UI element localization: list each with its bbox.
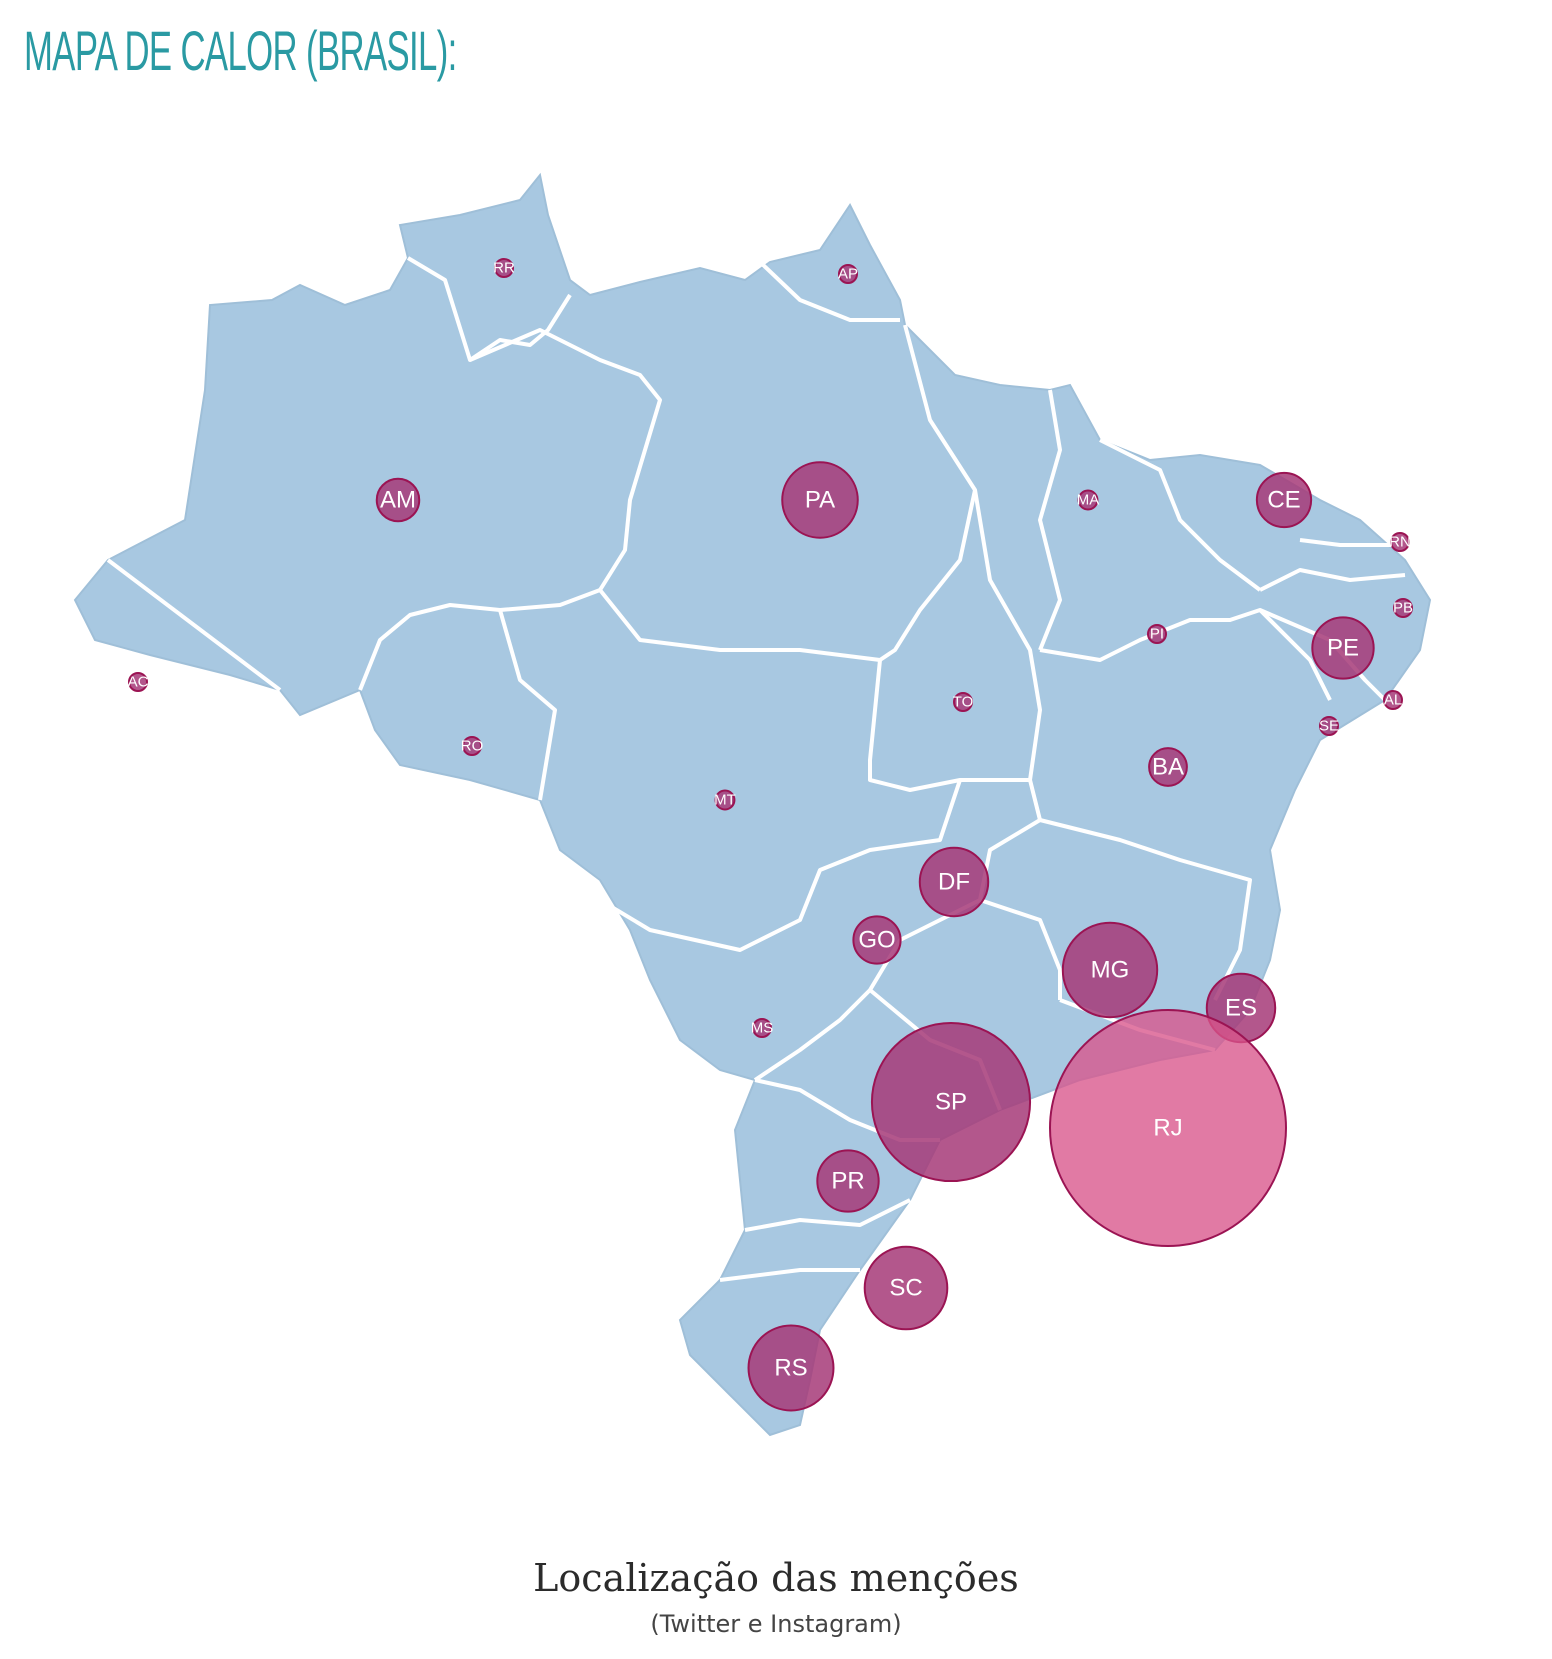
state-label-pi: PI xyxy=(1150,626,1164,643)
state-label-ba: BA xyxy=(1152,754,1184,781)
bubble-am xyxy=(375,477,421,523)
bubble-se xyxy=(1319,716,1339,736)
state-label-al: AL xyxy=(1384,692,1402,709)
state-label-df: DF xyxy=(938,869,970,896)
caption-subtitle: (Twitter e Instagram) xyxy=(650,1610,902,1638)
bubble-ac xyxy=(128,672,148,692)
bubble-ap xyxy=(838,264,858,284)
bubbles-layer: RR AP AM PA MA CE RN PB PI PE AL SE AC RO TO BA MT DF GO MG… xyxy=(128,258,1413,1412)
brazil-land xyxy=(73,172,1432,1437)
state-label-ap: AP xyxy=(838,266,858,283)
page-title: MAPA DE CALOR (BRASIL): xyxy=(24,19,457,82)
state-label-es: ES xyxy=(1225,995,1257,1022)
state-label-rn: RN xyxy=(1389,534,1411,551)
bubble-rn xyxy=(1390,532,1410,552)
bubble-mt xyxy=(714,789,736,811)
state-label-se: SE xyxy=(1319,718,1339,735)
bubble-ce xyxy=(1255,471,1313,529)
bubble-go xyxy=(852,915,902,965)
bubble-ms xyxy=(752,1018,772,1038)
state-label-ro: RO xyxy=(461,738,484,755)
bubble-sc xyxy=(863,1245,949,1331)
state-label-mg: MG xyxy=(1091,957,1130,984)
state-label-ce: CE xyxy=(1267,487,1300,514)
bubble-pb xyxy=(1393,598,1413,618)
state-label-sc: SC xyxy=(889,1275,922,1302)
bubble-al xyxy=(1383,690,1403,710)
bubble-df xyxy=(918,846,990,918)
state-label-rj: RJ xyxy=(1153,1115,1182,1142)
bubble-ro xyxy=(462,736,482,756)
state-label-to: TO xyxy=(953,694,974,711)
bubble-pe xyxy=(1311,616,1375,680)
bubble-ma xyxy=(1077,489,1099,511)
state-label-go: GO xyxy=(858,927,895,954)
caption-title: Localização das menções xyxy=(533,1556,1019,1600)
bubble-mg xyxy=(1061,921,1159,1019)
state-label-rr: RR xyxy=(493,260,515,277)
state-label-pa: PA xyxy=(805,487,835,514)
state-label-mt: MT xyxy=(714,792,736,809)
bubble-to xyxy=(953,692,973,712)
state-label-ms: MS xyxy=(751,1020,774,1037)
bubble-ba xyxy=(1148,747,1188,787)
state-label-pb: PB xyxy=(1393,600,1413,617)
bubble-sp xyxy=(870,1021,1032,1183)
state-label-sp: SP xyxy=(935,1089,967,1116)
state-label-ac: AC xyxy=(128,674,149,691)
brazil-bubble-map: RR AP AM PA MA CE RN PB PI PE AL SE AC RO TO BA MT DF GO MG… xyxy=(73,172,1432,1437)
state-label-pe: PE xyxy=(1327,635,1359,662)
bubble-pi xyxy=(1147,624,1167,644)
bubble-rj xyxy=(1049,1009,1287,1247)
state-label-pr: PR xyxy=(831,1168,864,1195)
bubble-pa xyxy=(781,461,859,539)
bubble-rs xyxy=(747,1324,835,1412)
bubble-pr xyxy=(816,1149,880,1213)
state-label-rs: RS xyxy=(774,1355,807,1382)
state-label-ma: MA xyxy=(1077,492,1100,509)
bubble-rr xyxy=(494,258,514,278)
state-label-am: AM xyxy=(380,487,416,514)
